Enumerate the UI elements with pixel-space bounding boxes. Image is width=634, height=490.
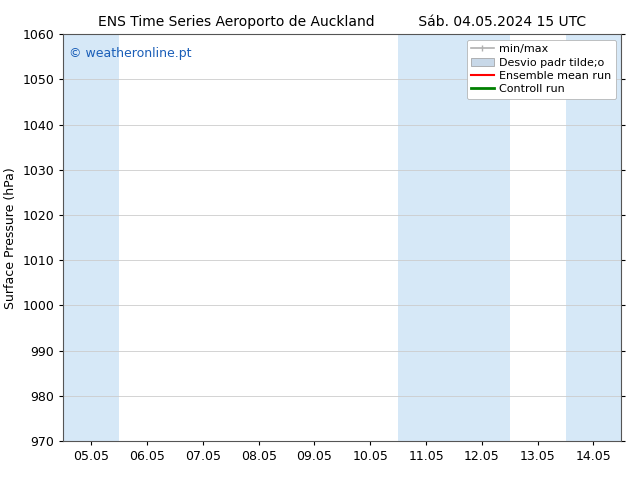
Text: © weatheronline.pt: © weatheronline.pt: [69, 47, 191, 59]
Bar: [454, 34, 510, 441]
Y-axis label: Surface Pressure (hPa): Surface Pressure (hPa): [4, 167, 17, 309]
Title: ENS Time Series Aeroporto de Auckland          Sáb. 04.05.2024 15 UTC: ENS Time Series Aeroporto de Auckland Sá…: [98, 15, 586, 29]
Bar: [63, 34, 119, 441]
Legend: min/max, Desvio padr tilde;o, Ensemble mean run, Controll run: min/max, Desvio padr tilde;o, Ensemble m…: [467, 40, 616, 99]
Bar: [398, 34, 454, 441]
Bar: [566, 34, 621, 441]
